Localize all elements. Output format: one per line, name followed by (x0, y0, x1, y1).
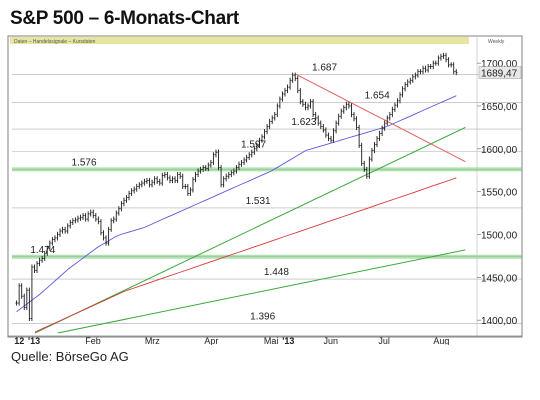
y-tick-label: 1650,00 (481, 102, 518, 113)
level-label: 1.623 (291, 117, 316, 128)
level-label: 1.531 (246, 196, 271, 207)
x-tick-label: Feb (85, 336, 101, 345)
level-label: 1.448 (264, 267, 289, 278)
trendline (295, 73, 466, 163)
y-tick-label: 1600,00 (481, 145, 518, 156)
y-tick-label: 1700,00 (481, 59, 518, 70)
support-band (12, 167, 522, 172)
info-bar (10, 37, 469, 44)
last-price-label: 1689,47 (481, 69, 518, 80)
x-tick-label: Jun (323, 336, 338, 345)
level-label: 1.396 (250, 312, 275, 323)
level-label: 1.687 (312, 62, 337, 73)
stock-chart: Daten – Handelssignale – Kursdaten Weekly… (7, 35, 523, 345)
x-tick-label: Apr (204, 336, 218, 345)
y-tick-label: 1550,00 (481, 188, 518, 199)
info-bar-text: Daten – Handelssignale – Kursdaten (14, 39, 96, 45)
chart-title: S&P 500 – 6-Monats-Chart (10, 8, 239, 29)
y-tick-label: 1500,00 (481, 230, 518, 241)
plot-area: Daten – Handelssignale – Kursdaten Weekly… (7, 35, 523, 345)
x-tick-label: Jul (378, 336, 390, 345)
x-tick-label: Mrz (145, 336, 160, 345)
trendline (34, 126, 466, 334)
moving-average-slow (34, 177, 457, 333)
chart-frame (7, 35, 523, 338)
x-tick-label: '13 (28, 336, 40, 345)
x-tick-label: '13 (282, 336, 294, 345)
y-tick-label: 1450,00 (481, 273, 518, 284)
trendline (57, 249, 466, 334)
level-label: 1.597 (241, 139, 266, 150)
source-caption: Quelle: BörseGo AG (11, 349, 129, 364)
last-price-box (478, 66, 522, 79)
x-tick-label: 12 (14, 336, 24, 345)
level-label: 1.474 (30, 245, 55, 256)
info-bar-right: Weekly (488, 39, 505, 45)
level-label: 1.576 (72, 157, 97, 168)
moving-average-fast (16, 95, 457, 312)
support-band (12, 254, 522, 259)
level-label: 1.654 (365, 91, 390, 102)
y-tick-label: 1400,00 (481, 316, 518, 327)
x-tick-label: Aug (433, 336, 449, 345)
x-tick-label: Mai (264, 336, 279, 345)
